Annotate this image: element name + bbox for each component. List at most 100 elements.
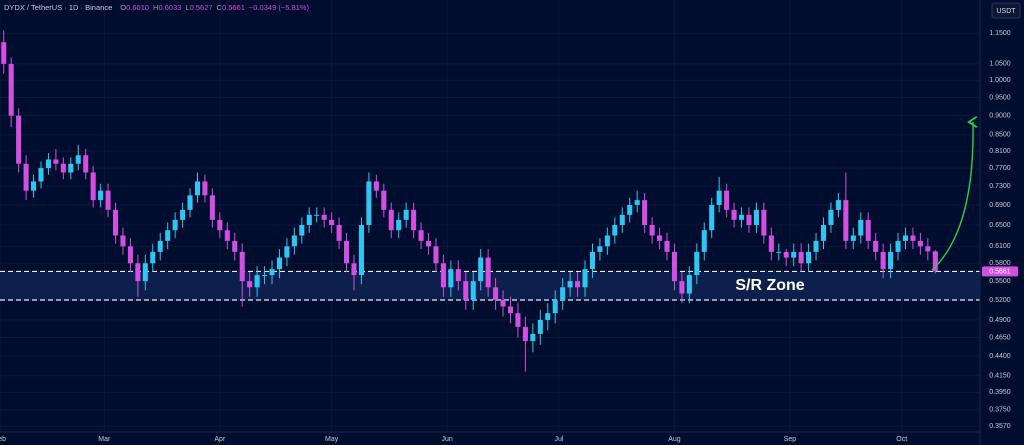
candle-body	[247, 281, 253, 288]
candle-body	[679, 281, 685, 294]
y-tick-label: 0.9500	[989, 94, 1011, 101]
x-tick-label: Oct	[896, 436, 907, 443]
candle-body	[493, 287, 499, 300]
candle-body	[336, 225, 342, 241]
y-tick-label: 0.4400	[989, 353, 1011, 360]
candle-body	[485, 257, 491, 288]
field-key: L	[185, 3, 189, 12]
candle-body	[202, 181, 208, 196]
candle-body	[8, 63, 14, 116]
candle-body	[38, 168, 44, 182]
candle-body	[172, 219, 178, 231]
field-value: 0.5627	[190, 3, 213, 12]
candle-body	[560, 287, 566, 300]
candle-body	[321, 214, 327, 220]
candle-body	[120, 235, 126, 247]
y-tick-label: 0.7700	[989, 165, 1011, 172]
candle-body	[783, 251, 789, 258]
candle-body	[753, 209, 759, 226]
field-key: C	[217, 3, 223, 12]
candle-body	[776, 251, 782, 253]
candle-body	[589, 251, 596, 270]
projection-arrow	[931, 122, 973, 271]
candle-body	[224, 230, 230, 241]
candle-body	[642, 200, 648, 226]
candle-body	[75, 155, 81, 164]
candle-body	[165, 230, 171, 241]
candle-body	[98, 190, 104, 201]
candle-body	[239, 251, 245, 282]
y-tick-label: 0.5800	[989, 260, 1011, 267]
x-tick-label: Apr	[214, 436, 226, 443]
candle-body	[530, 333, 536, 342]
last-price-label: 0.5661	[989, 268, 1011, 275]
field-key: H	[153, 3, 158, 12]
candle-body	[194, 181, 201, 196]
candle-body	[649, 225, 655, 236]
candle-body	[112, 209, 119, 236]
y-tick-label: 0.3950	[989, 389, 1011, 396]
candle-body	[425, 240, 432, 247]
candle-body	[396, 219, 402, 231]
currency-button[interactable]	[991, 2, 1021, 19]
y-tick-label: 1.0000	[989, 77, 1011, 84]
y-tick-label: 0.8500	[989, 132, 1011, 139]
field-key: O	[120, 3, 126, 12]
candle-body	[515, 313, 521, 327]
y-tick-label: 1.1500	[989, 30, 1011, 37]
candle-body	[791, 251, 797, 258]
y-tick-label: 0.9000	[989, 113, 1011, 120]
candle-body	[366, 181, 372, 226]
candle-body	[60, 163, 66, 173]
candle-body	[738, 214, 745, 220]
candle-body	[351, 263, 357, 276]
y-tick-label: 0.6100	[989, 243, 1011, 250]
candle-body	[843, 200, 849, 241]
candle-body	[478, 257, 484, 282]
x-tick-label: Mar	[98, 436, 111, 443]
candle-body	[820, 225, 827, 241]
candle-body	[16, 115, 22, 164]
candle-body	[90, 172, 96, 201]
y-tick-label: 0.7300	[989, 183, 1011, 190]
candle-body	[701, 230, 707, 252]
candle-body	[254, 275, 260, 288]
candle-body	[418, 230, 424, 241]
candle-body	[150, 251, 156, 264]
candle-body	[612, 225, 618, 236]
candle-body	[45, 159, 51, 169]
candle-body	[664, 240, 670, 252]
y-tick-label: 0.3570	[989, 423, 1011, 430]
y-tick-label: 1.0500	[989, 61, 1011, 68]
y-tick-label: 0.5500	[989, 278, 1011, 285]
y-tick-label: 0.6500	[989, 222, 1011, 229]
candle-body	[31, 181, 37, 191]
candle-body	[23, 163, 29, 191]
candle-body	[388, 209, 394, 231]
candle-body	[798, 251, 804, 264]
candle-body	[910, 235, 916, 241]
candle-body	[53, 159, 59, 164]
candle-body	[932, 251, 938, 272]
candle-body	[686, 275, 692, 294]
candle-body	[657, 235, 663, 241]
x-tick-label: Aug	[668, 436, 681, 443]
candle-body	[455, 269, 461, 282]
y-tick-label: 0.4650	[989, 334, 1011, 341]
candle-body	[709, 204, 715, 231]
candle-body	[403, 209, 409, 220]
currency-label[interactable]: USDT	[996, 8, 1016, 15]
y-tick-label: 0.3750	[989, 407, 1011, 414]
candle-body	[344, 240, 350, 264]
symbol: DYDX / TetherUS · 1D · Binance	[4, 3, 112, 12]
x-tick-label: Feb	[0, 436, 6, 443]
candle-body	[299, 225, 305, 236]
y-tick-label: 0.4150	[989, 373, 1011, 380]
candle-body	[545, 313, 551, 320]
candle-body	[448, 269, 454, 288]
candle-body	[731, 209, 737, 220]
candle-body	[619, 214, 625, 226]
x-tick-label: Jul	[554, 436, 563, 443]
candle-body	[470, 281, 476, 300]
